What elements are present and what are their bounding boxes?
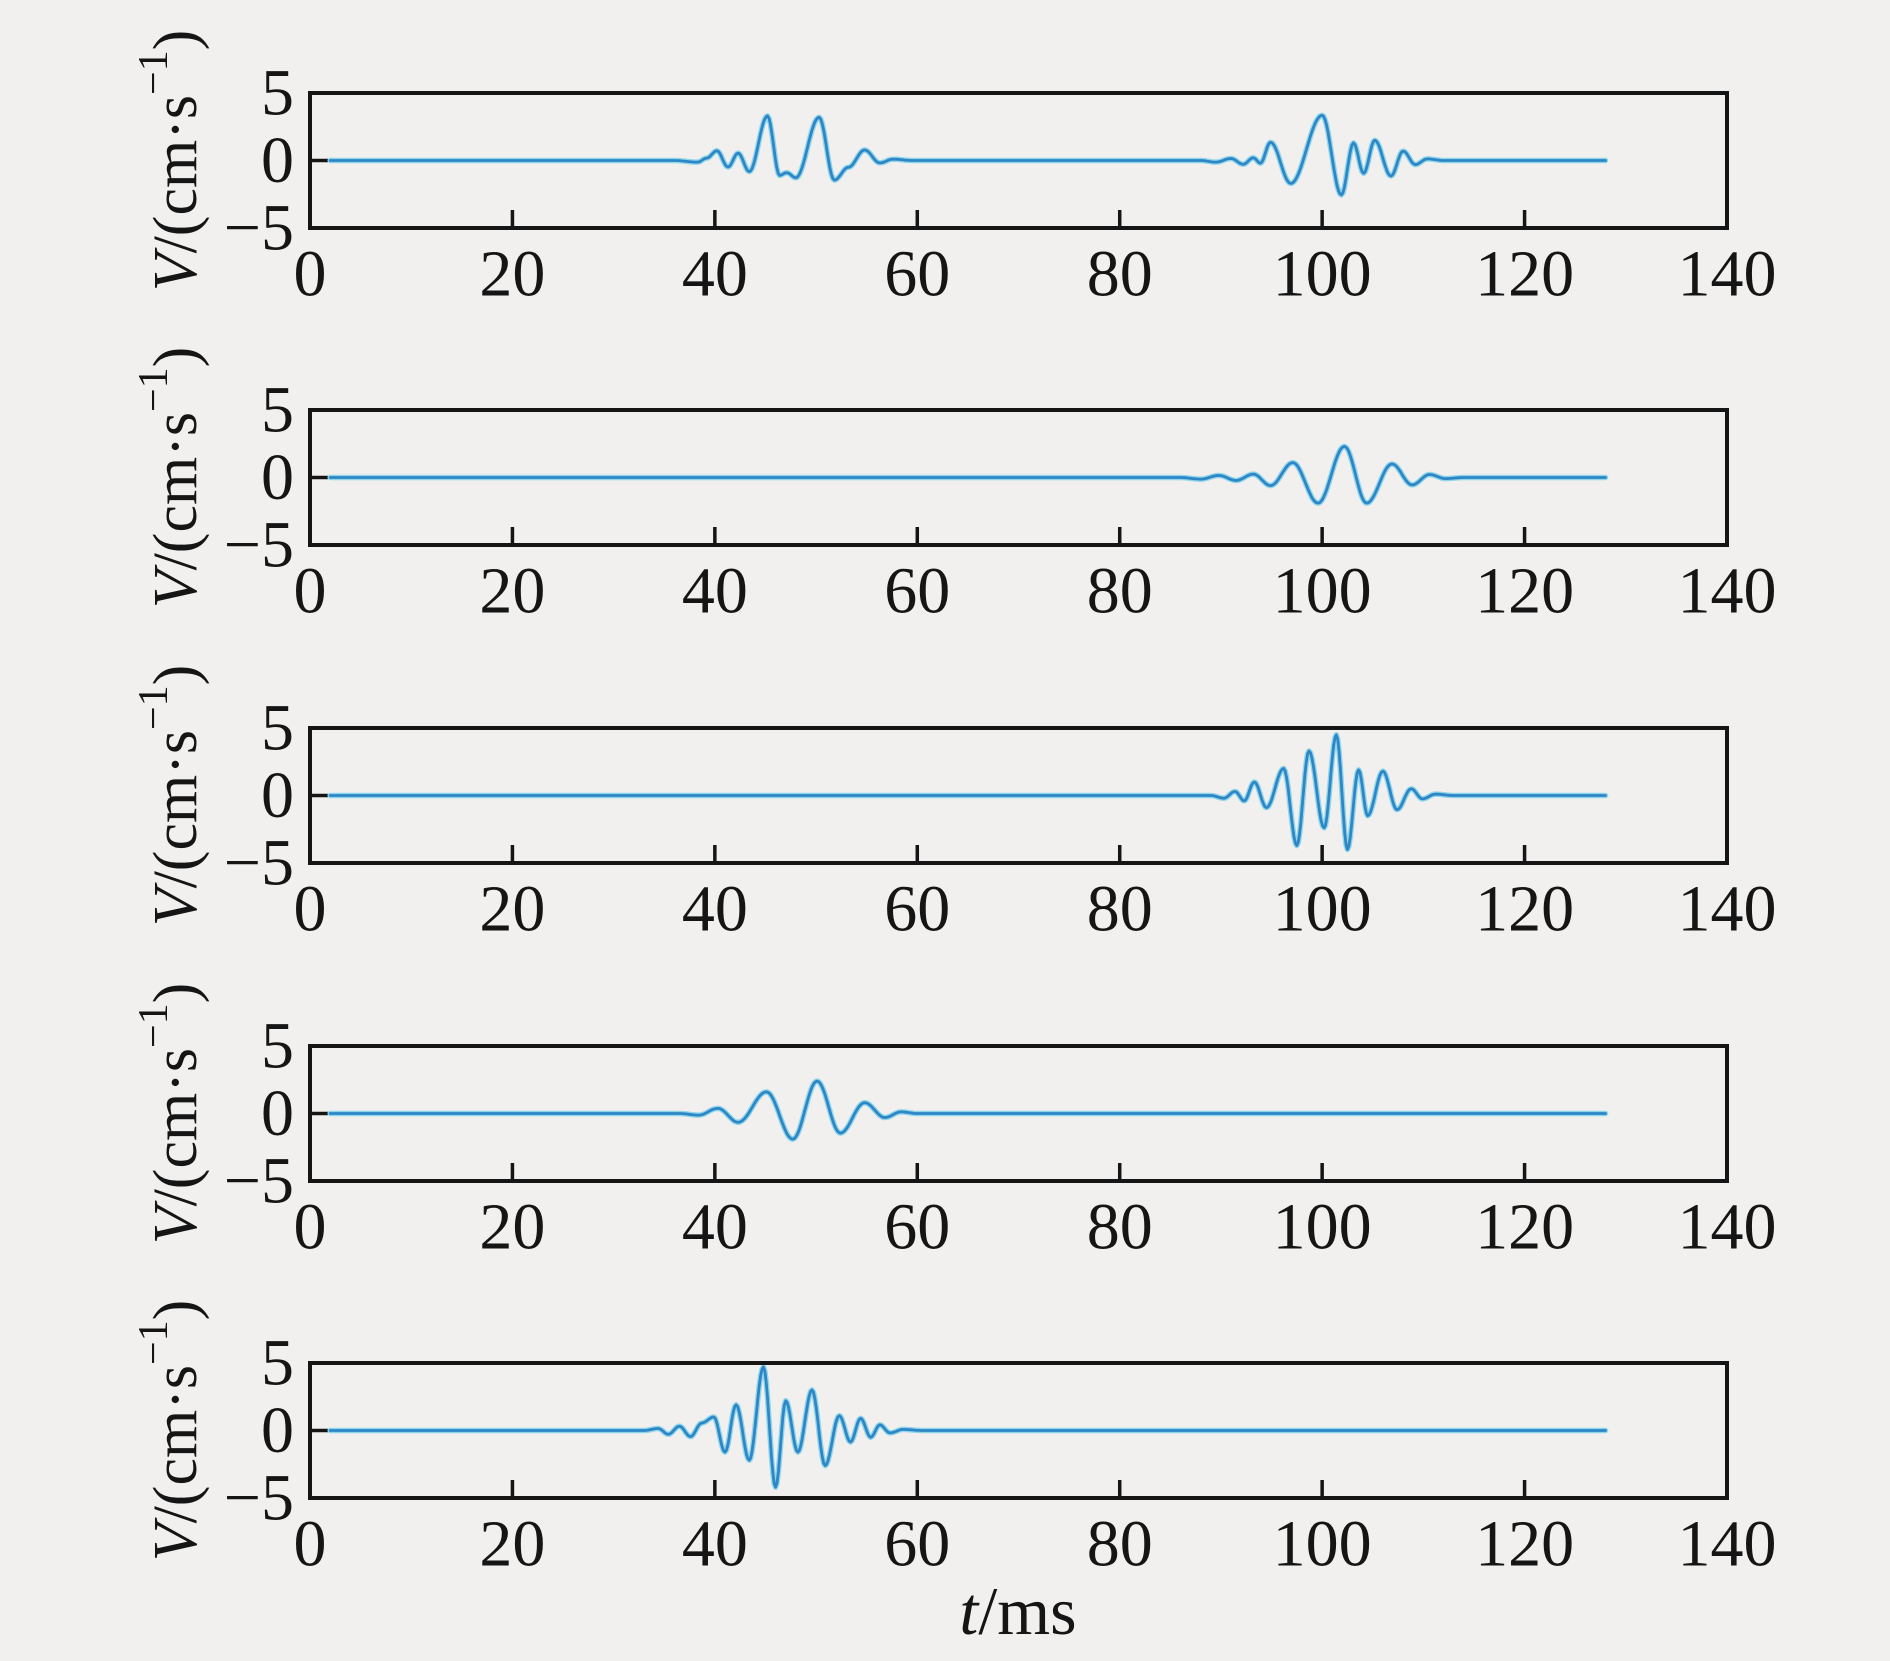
x-tick-label: 140 — [1678, 555, 1777, 628]
y-tick-label: 0 — [261, 124, 294, 197]
y-tick-label: 5 — [261, 1010, 294, 1083]
x-tick-label: 40 — [682, 873, 748, 946]
y-tick-label: 0 — [261, 441, 294, 514]
x-tick-label: 120 — [1475, 238, 1574, 311]
x-tick-label: 60 — [884, 873, 950, 946]
waveform-trace-5 — [328, 1365, 1607, 1489]
x-tick-label: 40 — [682, 1191, 748, 1264]
x-tick-label: 0 — [294, 1191, 327, 1264]
y-tick-label: −5 — [224, 509, 294, 582]
x-tick-label: 100 — [1273, 238, 1372, 311]
y-tick-label: −5 — [224, 1145, 294, 1218]
x-tick-label: 0 — [294, 555, 327, 628]
y-axis-label: V/(cm·s−1) — [131, 983, 210, 1245]
y-tick-label: 5 — [261, 57, 294, 130]
x-tick-label: 20 — [479, 555, 545, 628]
x-tick-label: 100 — [1273, 873, 1372, 946]
x-tick-label: 0 — [294, 873, 327, 946]
y-axis-label: V/(cm·s−1) — [131, 30, 210, 292]
y-tick-label: 0 — [261, 1077, 294, 1150]
y-tick-label: 5 — [261, 692, 294, 765]
y-tick-label: 0 — [261, 759, 294, 832]
x-tick-label: 80 — [1087, 555, 1153, 628]
axes-box — [308, 1361, 1729, 1500]
x-tick-label: 60 — [884, 1191, 950, 1264]
x-tick-label: 80 — [1087, 1191, 1153, 1264]
x-tick-label: 100 — [1273, 555, 1372, 628]
y-tick-label: 0 — [261, 1394, 294, 1467]
x-tick-label: 140 — [1678, 238, 1777, 311]
x-tick-label: 140 — [1678, 1508, 1777, 1581]
x-tick-label: 60 — [884, 1508, 950, 1581]
x-tick-label: 20 — [479, 1191, 545, 1264]
x-tick-label: 80 — [1087, 873, 1153, 946]
x-tick-label: 120 — [1475, 1508, 1574, 1581]
y-tick-label: −5 — [224, 192, 294, 265]
axes-box — [308, 1044, 1729, 1183]
x-tick-label: 100 — [1273, 1508, 1372, 1581]
y-tick-label: −5 — [224, 827, 294, 900]
x-tick-label: 0 — [294, 238, 327, 311]
axes-box — [308, 91, 1729, 230]
x-tick-label: 60 — [884, 555, 950, 628]
waveform-trace-4 — [328, 1079, 1607, 1141]
x-tick-label: 40 — [682, 1508, 748, 1581]
x-tick-label: 80 — [1087, 1508, 1153, 1581]
x-tick-label: 80 — [1087, 238, 1153, 311]
x-tick-label: 100 — [1273, 1191, 1372, 1264]
x-tick-label: 40 — [682, 555, 748, 628]
x-tick-label: 140 — [1678, 873, 1777, 946]
waveform-trace-1 — [328, 113, 1607, 197]
x-tick-label: 120 — [1475, 1191, 1574, 1264]
y-tick-label: −5 — [224, 1462, 294, 1535]
waveform-trace-3 — [328, 733, 1607, 851]
y-axis-label: V/(cm·s−1) — [131, 347, 210, 609]
x-tick-label: 60 — [884, 238, 950, 311]
x-tick-label: 140 — [1678, 1191, 1777, 1264]
waveform-trace-2 — [328, 445, 1607, 505]
y-axis-label: V/(cm·s−1) — [131, 1300, 210, 1562]
x-tick-label: 20 — [479, 873, 545, 946]
y-tick-label: 5 — [261, 1327, 294, 1400]
axes-box — [308, 726, 1729, 865]
x-tick-label: 120 — [1475, 873, 1574, 946]
x-tick-label: 40 — [682, 238, 748, 311]
x-tick-label: 20 — [479, 1508, 545, 1581]
y-axis-label: V/(cm·s−1) — [131, 665, 210, 927]
x-tick-label: 20 — [479, 238, 545, 311]
x-axis-label: t/ms — [959, 1573, 1076, 1649]
x-tick-label: 0 — [294, 1508, 327, 1581]
axes-box — [308, 408, 1729, 547]
x-tick-label: 120 — [1475, 555, 1574, 628]
y-tick-label: 5 — [261, 374, 294, 447]
